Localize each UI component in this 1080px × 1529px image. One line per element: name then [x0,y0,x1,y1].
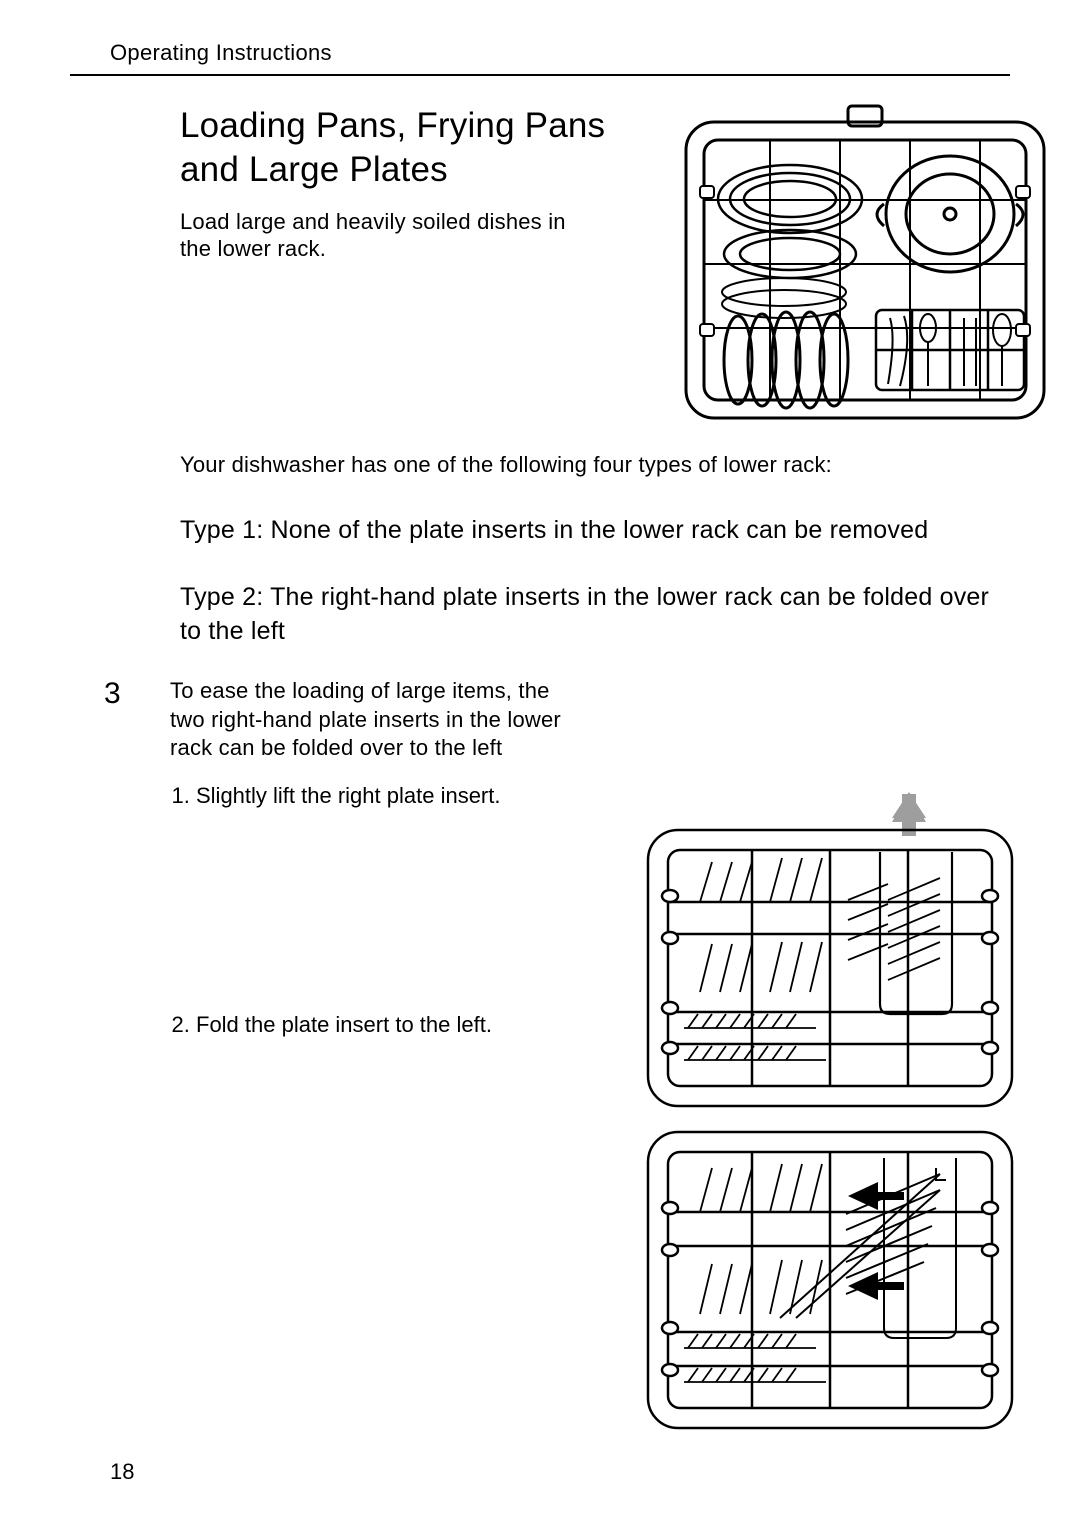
fold-insert-figure [640,1118,1020,1438]
step-item-2: Fold the plate insert to the left. [196,1010,570,1040]
header-label: Operating Instructions [110,40,1010,66]
type-1: Type 1: None of the plate inserts in the… [180,514,1010,548]
lift-insert-svg [640,792,1020,1112]
top-row: Loading Pans, Frying Pans and Large Plat… [180,104,1010,424]
rack-types-intro: Your dishwasher has one of the following… [180,450,1010,480]
step-number: 3 [104,677,152,711]
intro-paragraph: Load large and heavily soiled dishes in … [180,208,600,263]
step-list: Slightly lift the right plate insert. Fo… [170,781,570,1040]
step-lead: To ease the loading of large items, the … [170,677,570,763]
step-body-wrap: To ease the loading of large items, the … [170,677,570,1040]
loaded-rack-svg [680,104,1050,424]
top-text: Loading Pans, Frying Pans and Large Plat… [180,104,660,263]
page: Operating Instructions Loading Pans, Fry… [0,0,1080,1529]
section-title: Loading Pans, Frying Pans and Large Plat… [180,104,660,192]
lift-insert-figure [640,792,1020,1112]
type-2: Type 2: The right-hand plate inserts in … [180,581,1010,649]
page-number: 18 [110,1459,134,1485]
fold-insert-svg [640,1118,1020,1438]
header-rule [70,74,1010,76]
loaded-rack-figure [680,104,1050,424]
step-item-1: Slightly lift the right plate insert. [196,781,570,811]
